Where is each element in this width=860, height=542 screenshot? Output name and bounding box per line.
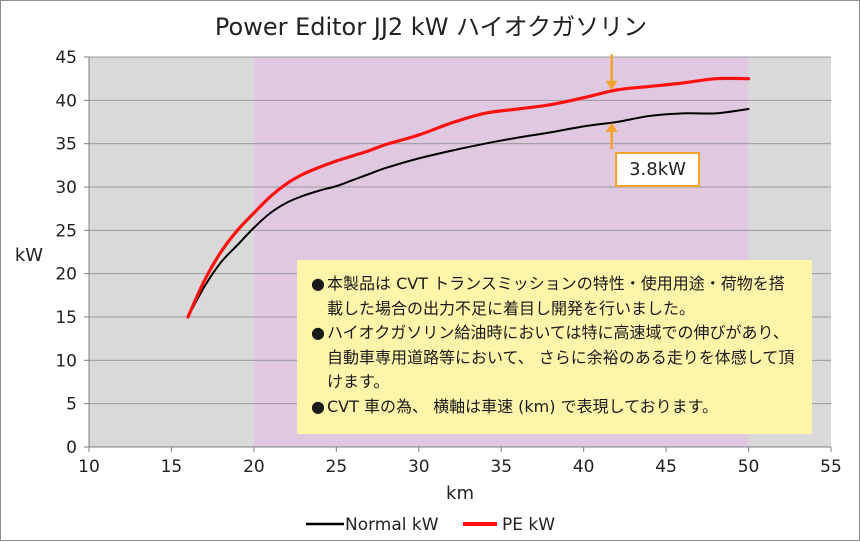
y-tick-label: 15 xyxy=(55,308,77,328)
difference-arrow-up xyxy=(605,122,618,132)
x-tick-label: 35 xyxy=(490,457,512,477)
difference-callout-label: 3.8kW xyxy=(629,159,686,180)
series-line-pe xyxy=(186,76,751,319)
x-axis-label: km xyxy=(446,483,474,504)
x-tick-label: 55 xyxy=(820,457,842,477)
x-tick-label: 20 xyxy=(243,457,265,477)
y-tick-label: 40 xyxy=(55,91,77,111)
note-bullet: ● xyxy=(311,274,325,293)
x-tick-label: 45 xyxy=(655,457,677,477)
note-bullet: ● xyxy=(311,323,325,342)
note-item: ● 本製品は CVT トランスミッションの特性・使用用途・荷物を搭載した場合の出… xyxy=(311,272,800,321)
x-tick-label: 40 xyxy=(573,457,595,477)
note-text: CVT 車の為、 横軸は車速 (km) で表現しております。 xyxy=(327,396,719,416)
legend-label: Normal kW xyxy=(345,515,439,535)
legend: Normal kW PE kW xyxy=(306,515,555,535)
legend-label: PE kW xyxy=(502,515,555,535)
y-tick-label: 10 xyxy=(55,351,77,371)
chart-title: Power Editor JJ2 kW ハイオクガソリン xyxy=(215,13,647,41)
x-tick-label: 10 xyxy=(78,457,100,477)
y-axis-label: kW xyxy=(15,245,43,266)
y-tick-label: 0 xyxy=(66,438,77,458)
note-text: ハイオクガソリン給油時においては特に高速域での伸びがあり、自動車専用道路等におい… xyxy=(327,323,795,391)
y-tick-label: 5 xyxy=(66,395,77,415)
x-tick-label: 15 xyxy=(161,457,183,477)
note-box: ● 本製品は CVT トランスミッションの特性・使用用途・荷物を搭載した場合の出… xyxy=(297,260,812,434)
series-line-normal xyxy=(186,108,750,318)
difference-arrow-down xyxy=(605,80,618,90)
note-item: ● ハイオクガソリン給油時においては特に高速域での伸びがあり、自動車専用道路等に… xyxy=(311,321,800,395)
y-tick-label: 25 xyxy=(55,221,77,241)
x-tick-label: 25 xyxy=(326,457,348,477)
y-tick-label: 30 xyxy=(55,178,77,198)
y-tick-label: 20 xyxy=(55,265,77,285)
x-tick-label: 50 xyxy=(738,457,760,477)
y-tick-label: 45 xyxy=(55,48,77,68)
note-text: 本製品は CVT トランスミッションの特性・使用用途・荷物を搭載した場合の出力不… xyxy=(327,274,785,318)
note-item: ● CVT 車の為、 横軸は車速 (km) で表現しております。 xyxy=(311,395,800,420)
x-tick-label: 30 xyxy=(408,457,430,477)
difference-callout: 3.8kW xyxy=(615,152,700,187)
y-tick-label: 35 xyxy=(55,135,77,155)
note-bullet: ● xyxy=(311,396,325,416)
